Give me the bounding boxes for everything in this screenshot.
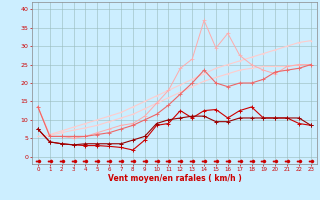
X-axis label: Vent moyen/en rafales ( km/h ): Vent moyen/en rafales ( km/h )	[108, 174, 241, 183]
